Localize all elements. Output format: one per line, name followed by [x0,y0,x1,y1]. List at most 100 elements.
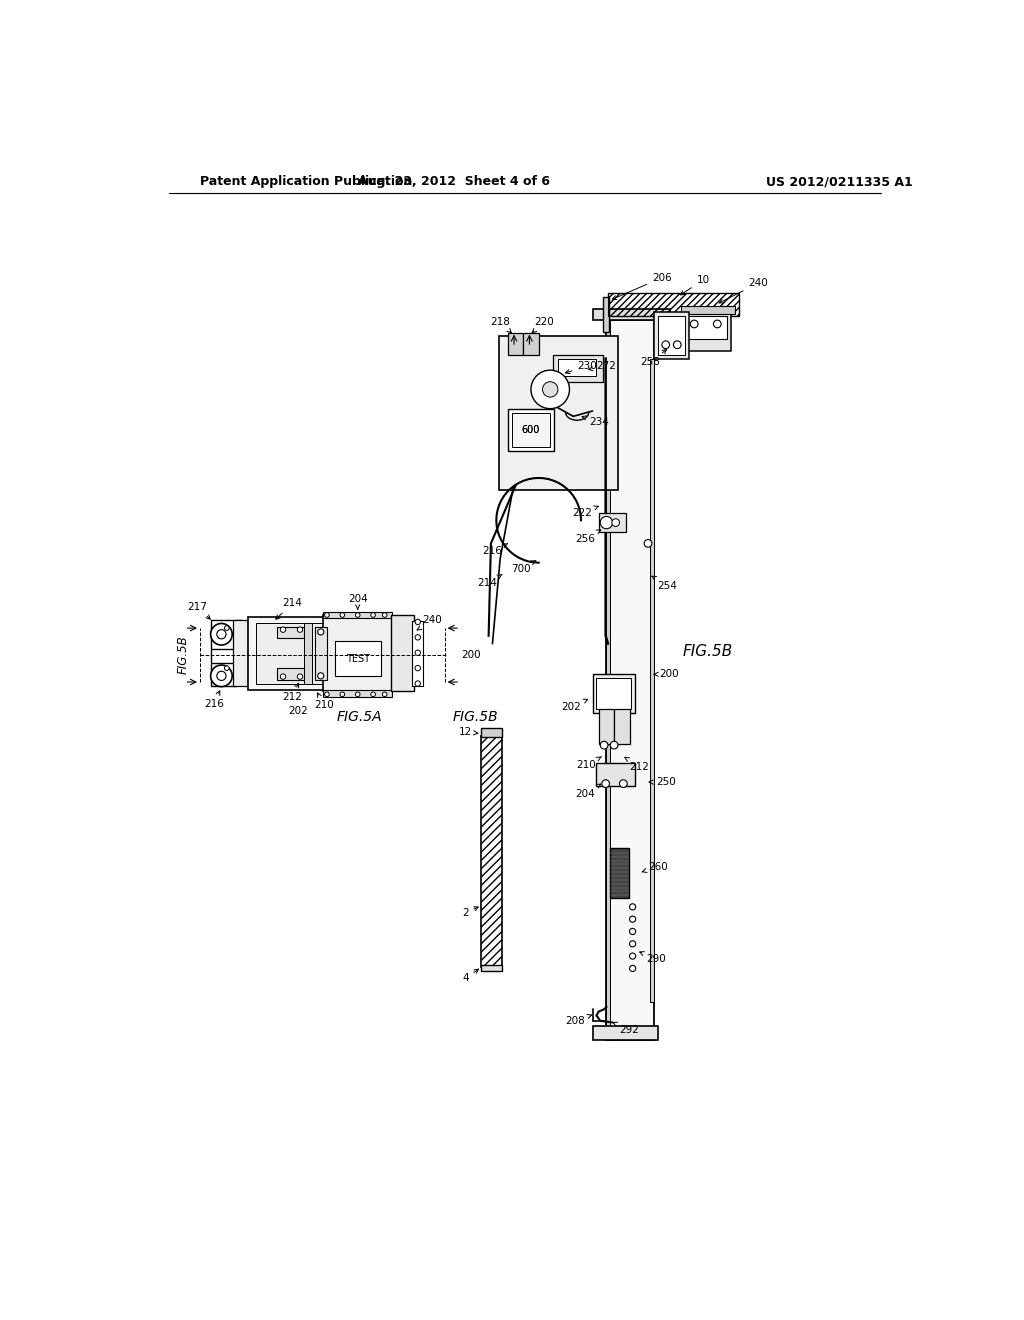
Circle shape [611,519,620,527]
Bar [233,620,249,686]
Text: 258: 258 [640,350,667,367]
Bar [685,317,727,339]
Bar [593,309,670,321]
Circle shape [297,627,303,632]
Circle shape [620,780,628,788]
Bar [323,612,392,618]
Text: 600: 600 [522,425,540,436]
Circle shape [531,370,569,409]
Text: 217: 217 [187,602,210,619]
Text: 292: 292 [613,1022,639,1035]
Bar [553,355,602,381]
Text: 272: 272 [589,362,616,371]
Text: 600: 600 [522,425,540,436]
Bar [335,642,381,676]
Circle shape [662,341,670,348]
Text: 212: 212 [283,684,302,702]
Bar [256,623,383,684]
Text: 210: 210 [577,756,601,770]
Bar [658,317,685,355]
Circle shape [630,928,636,935]
Circle shape [602,780,609,788]
Text: 200: 200 [462,649,481,660]
Circle shape [415,665,421,671]
Text: 2: 2 [462,907,478,917]
Bar [605,321,654,1040]
Circle shape [211,665,232,686]
Circle shape [415,619,421,624]
Text: FIG.5B: FIG.5B [683,644,733,659]
Bar [602,297,608,331]
Text: 214: 214 [275,598,302,619]
Bar [608,293,739,317]
Bar [681,306,735,314]
Circle shape [415,649,421,656]
Bar [685,313,731,351]
Bar [599,709,614,743]
Text: 210: 210 [314,693,335,710]
Bar [276,668,304,680]
Circle shape [317,628,324,635]
Circle shape [415,635,421,640]
Bar [654,313,689,359]
Bar [315,627,327,680]
Text: US 2012/0211335 A1: US 2012/0211335 A1 [766,176,912,187]
Bar [593,1026,658,1040]
Text: 208: 208 [565,1015,592,1026]
Text: Patent Application Publication: Patent Application Publication [200,176,413,187]
Circle shape [382,612,387,618]
Text: FIG.5B: FIG.5B [453,710,498,723]
Text: 202: 202 [289,706,308,717]
Bar [558,359,596,376]
Text: 204: 204 [348,594,368,610]
Text: 250: 250 [649,777,676,787]
Bar [499,335,617,490]
Circle shape [297,675,303,680]
Circle shape [224,626,229,631]
Circle shape [340,692,345,697]
Text: 12: 12 [459,727,478,737]
Bar [481,729,503,738]
Circle shape [644,540,652,548]
Circle shape [600,516,612,529]
Circle shape [630,965,636,972]
Bar [523,333,539,355]
Text: 202: 202 [561,700,588,711]
Circle shape [281,675,286,680]
Text: 222: 222 [572,506,598,517]
Circle shape [325,612,330,618]
Circle shape [714,321,721,327]
Bar [276,627,304,638]
Circle shape [600,742,608,748]
Bar [508,409,554,451]
Text: TEST: TEST [346,653,370,664]
Circle shape [630,953,636,960]
Bar [599,512,626,532]
Text: FIG.5A: FIG.5A [337,710,382,723]
Circle shape [610,742,617,748]
Circle shape [371,692,376,697]
Text: 290: 290 [640,952,667,964]
Text: 220: 220 [532,317,554,333]
Text: 218: 218 [490,317,511,333]
Text: 10: 10 [681,275,710,294]
Text: 234: 234 [582,416,608,426]
Bar [512,413,550,447]
Circle shape [690,321,698,327]
Bar [596,763,635,785]
Bar [323,689,392,697]
Bar [249,616,391,689]
Text: 4: 4 [462,969,478,983]
Bar [609,847,629,898]
Circle shape [325,692,330,697]
Circle shape [340,612,345,618]
Circle shape [371,612,376,618]
Bar [304,623,311,684]
Bar [412,622,423,686]
Text: 200: 200 [654,669,679,680]
Text: 240: 240 [417,615,442,630]
Circle shape [382,692,387,697]
Circle shape [217,630,226,639]
Text: 216: 216 [482,544,508,556]
Circle shape [224,665,229,671]
